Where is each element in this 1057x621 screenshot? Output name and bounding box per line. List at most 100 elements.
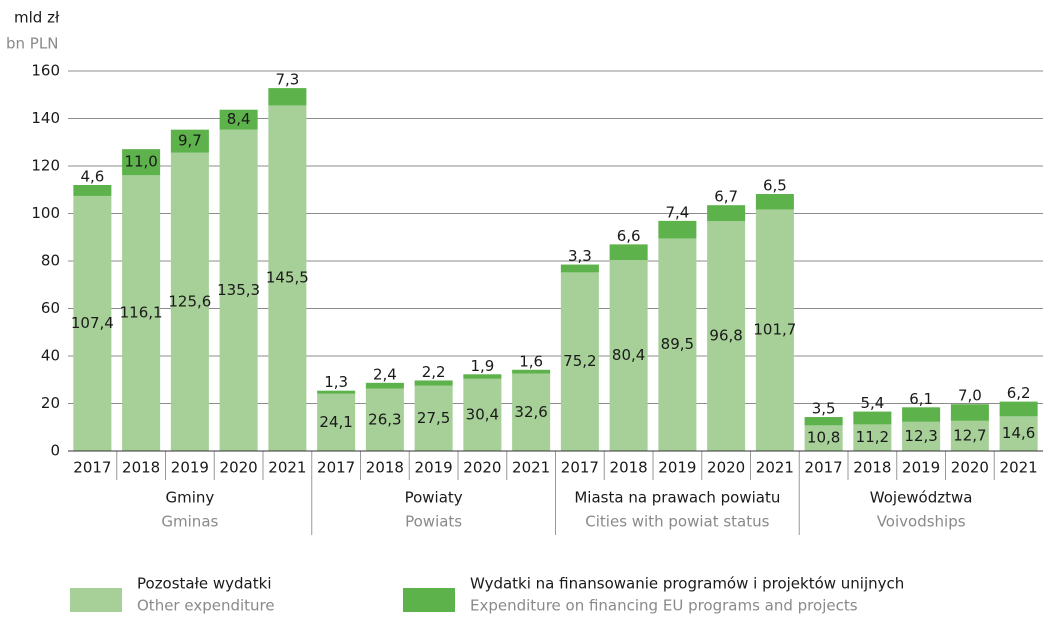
bar-segment (414, 380, 453, 386)
bar-segment (512, 373, 551, 451)
bar-segment (853, 424, 892, 451)
value-label: 11,0 (124, 153, 157, 171)
value-label: 2,2 (422, 363, 446, 381)
value-label: 10,8 (807, 429, 840, 447)
x-tick-label: 2021 (756, 459, 794, 477)
bar-segment (609, 244, 648, 261)
x-tick-label: 2020 (951, 459, 989, 477)
bar-segment (999, 401, 1038, 417)
value-label: 145,5 (266, 269, 309, 287)
x-tick-label: 2018 (853, 459, 891, 477)
value-label: 125,6 (168, 292, 211, 310)
y-tick-label: 20 (41, 394, 60, 412)
y-tick-label: 40 (41, 347, 60, 365)
legend-label-en: Other expenditure (137, 597, 275, 615)
value-label: 1,3 (324, 373, 348, 391)
group-label: Gminy (165, 489, 214, 507)
bar-segment (804, 425, 843, 451)
value-label: 1,6 (519, 352, 543, 370)
y-tick-label: 160 (31, 62, 60, 80)
x-tick-label: 2018 (366, 459, 404, 477)
bar-segment (170, 129, 209, 153)
value-label: 24,1 (319, 413, 352, 431)
y-tick-label: 60 (41, 299, 60, 317)
bar-segment (707, 205, 746, 222)
value-label: 7,4 (665, 203, 689, 221)
bar-segment (317, 390, 356, 394)
y-tick-label: 80 (41, 252, 60, 270)
group-label-en: Voivodships (877, 513, 966, 531)
bar-segment (902, 421, 941, 451)
bar-segment (902, 407, 941, 422)
bar-segment (658, 220, 697, 239)
value-label: 2,4 (373, 365, 397, 383)
legend-label-en: Expenditure on financing EU programs and… (470, 597, 858, 615)
x-tick-label: 2018 (610, 459, 648, 477)
value-label: 6,5 (763, 177, 787, 195)
legend-label: Pozostałe wydatki (137, 575, 271, 593)
legend-swatch (403, 588, 455, 612)
value-label: 135,3 (217, 281, 260, 299)
y-tick-label: 120 (31, 157, 60, 175)
value-label: 12,7 (953, 426, 986, 444)
value-label: 101,7 (753, 321, 796, 339)
value-label: 5,4 (860, 394, 884, 412)
bar-segment (463, 374, 502, 379)
x-tick-label: 2021 (1000, 459, 1038, 477)
bar-segment (560, 272, 599, 451)
x-tick-label: 2020 (220, 459, 258, 477)
bar-segment (560, 264, 599, 273)
value-label: 80,4 (612, 346, 645, 364)
bar-segment (365, 388, 404, 451)
bar-segment (658, 238, 697, 451)
group-label: Powiaty (405, 489, 463, 507)
bar-segment (73, 195, 112, 451)
bar-segment (73, 185, 112, 196)
value-label: 14,6 (1002, 424, 1035, 442)
x-tick-label: 2017 (561, 459, 599, 477)
group-label: Województwa (870, 489, 973, 507)
value-label: 6,1 (909, 390, 933, 408)
bar-segment (122, 175, 161, 451)
value-label: 89,5 (661, 335, 694, 353)
y-tick-label: 0 (50, 442, 60, 460)
x-tick-label: 2019 (902, 459, 940, 477)
bar-segment (999, 416, 1038, 451)
value-label: 6,2 (1007, 384, 1031, 402)
y-tick-label: 100 (31, 204, 60, 222)
value-label: 107,4 (71, 314, 114, 332)
bar-segment (122, 149, 161, 176)
bar-segment (414, 385, 453, 451)
value-label: 11,2 (856, 428, 889, 446)
bar-segment (707, 221, 746, 451)
x-tick-label: 2017 (73, 459, 111, 477)
group-label-en: Powiats (405, 513, 462, 531)
bar-segment (512, 369, 551, 374)
value-label: 3,3 (568, 247, 592, 265)
value-label: 7,0 (958, 387, 982, 405)
x-tick-label: 2021 (268, 459, 306, 477)
bar-segment (755, 194, 794, 210)
group-label-en: Cities with powiat status (585, 513, 769, 531)
x-tick-label: 2017 (805, 459, 843, 477)
legend-label: Wydatki na finansowanie programów i proj… (470, 575, 904, 593)
bar-segment (609, 260, 648, 451)
value-label: 1,9 (470, 357, 494, 375)
value-label: 3,5 (812, 400, 836, 418)
value-label: 75,2 (563, 352, 596, 370)
x-tick-label: 2017 (317, 459, 355, 477)
value-label: 30,4 (466, 405, 499, 423)
legend-swatch (70, 588, 122, 612)
bar-segment (804, 417, 843, 426)
value-label: 4,6 (80, 168, 104, 186)
group-label: Miasta na prawach powiatu (574, 489, 780, 507)
y-axis-label-en: bn PLN (6, 35, 58, 53)
value-label: 32,6 (514, 403, 547, 421)
value-label: 6,6 (617, 227, 641, 245)
value-label: 116,1 (120, 304, 163, 322)
bar-segment (853, 411, 892, 425)
bar-segment (463, 378, 502, 451)
value-label: 96,8 (709, 327, 742, 345)
bar-segment (268, 105, 307, 451)
